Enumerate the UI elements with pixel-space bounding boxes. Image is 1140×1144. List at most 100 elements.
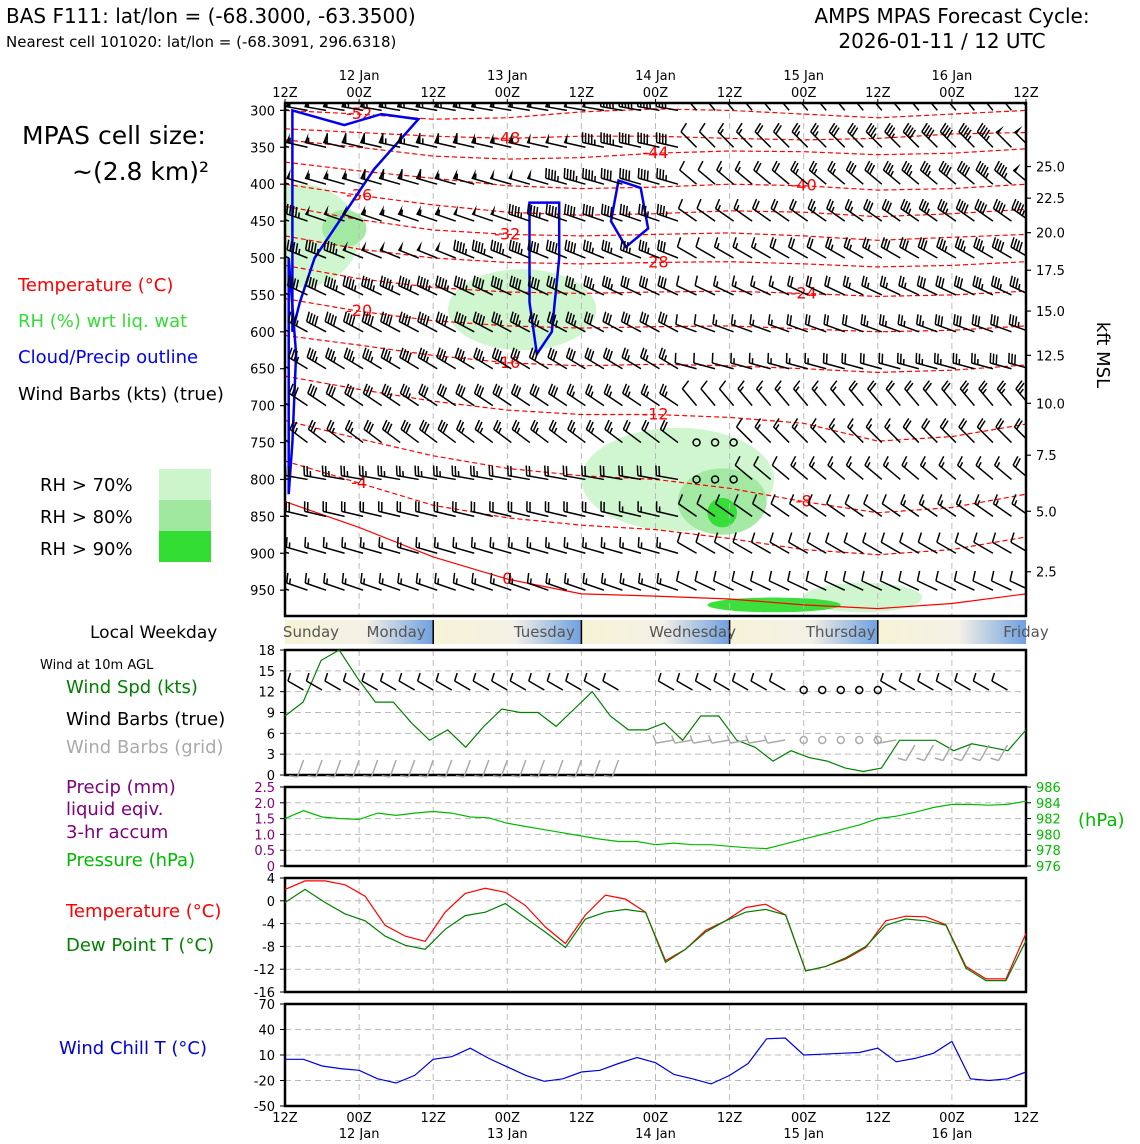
barb-full bbox=[995, 316, 999, 327]
upper-wind-barb bbox=[360, 169, 382, 185]
barb-staff bbox=[342, 284, 364, 296]
weekday-name: Wednesday bbox=[649, 623, 736, 641]
barb-half bbox=[344, 578, 347, 585]
barb-staff bbox=[732, 246, 753, 259]
barb-full bbox=[960, 240, 965, 251]
barb-staff bbox=[452, 474, 475, 481]
barb-full bbox=[287, 672, 292, 682]
temp-contour-label: 0 bbox=[502, 569, 512, 588]
barb-staff bbox=[563, 510, 586, 518]
barb-staff bbox=[791, 426, 809, 444]
upper-wind-barb bbox=[584, 383, 605, 407]
barb-full bbox=[381, 419, 388, 430]
upper-wind-barb bbox=[915, 352, 938, 370]
barb-staff bbox=[305, 582, 327, 591]
barb-half bbox=[427, 285, 431, 292]
barb-full bbox=[457, 385, 464, 396]
barb-full bbox=[808, 455, 815, 466]
barb-full bbox=[658, 103, 661, 108]
barb-full bbox=[291, 205, 295, 217]
calm-circle bbox=[836, 735, 845, 745]
barb-staff bbox=[286, 582, 308, 591]
barb-full bbox=[497, 387, 503, 398]
barb-staff bbox=[960, 744, 972, 761]
barb-half bbox=[995, 500, 999, 506]
upper-wind-barb bbox=[471, 572, 494, 591]
upper-wind-barb bbox=[622, 383, 642, 407]
upper-wind-barb bbox=[470, 103, 493, 112]
barb-full bbox=[602, 347, 608, 358]
barb-full bbox=[826, 198, 832, 209]
barb-full bbox=[493, 276, 498, 288]
barb-full bbox=[603, 132, 605, 144]
barb-full bbox=[438, 312, 443, 324]
barb-full bbox=[329, 314, 335, 325]
barb-full bbox=[287, 347, 293, 358]
grid-wind-barb bbox=[326, 759, 342, 778]
barb-full bbox=[956, 276, 961, 288]
barb-full bbox=[663, 314, 668, 325]
barb-full bbox=[479, 387, 485, 398]
upper-wind-barb bbox=[904, 103, 920, 111]
upper-wind-barb bbox=[897, 314, 920, 333]
upper-wind-barb bbox=[847, 418, 864, 444]
barb-full bbox=[381, 103, 384, 108]
barb-staff bbox=[753, 169, 772, 185]
barb-full bbox=[475, 312, 480, 324]
barb-half bbox=[536, 320, 540, 327]
barb-full bbox=[382, 312, 387, 324]
barb-full bbox=[289, 240, 293, 252]
barb-staff bbox=[878, 362, 901, 370]
barb-full bbox=[640, 132, 642, 144]
barb-staff bbox=[807, 207, 827, 222]
barb-staff bbox=[830, 103, 846, 111]
barb-full bbox=[711, 352, 714, 364]
barb-staff bbox=[455, 356, 475, 370]
barb-staff bbox=[398, 680, 416, 691]
barb-full bbox=[880, 672, 884, 682]
upper-wind-barb bbox=[770, 198, 790, 222]
barb-full bbox=[768, 570, 773, 582]
barb-pennant bbox=[286, 133, 290, 144]
barb-full bbox=[360, 275, 365, 286]
upper-wind-barb bbox=[285, 537, 308, 554]
barb-full bbox=[435, 311, 440, 322]
barb-half bbox=[866, 320, 869, 327]
upper-wind-barb bbox=[508, 572, 531, 591]
barb-full bbox=[344, 133, 347, 144]
upper-wind-barb bbox=[490, 239, 512, 259]
barb-full bbox=[864, 455, 871, 466]
barb-full bbox=[621, 466, 624, 477]
barb-half bbox=[812, 424, 817, 430]
barb-full bbox=[810, 418, 817, 428]
barb-staff bbox=[285, 474, 308, 481]
barb-full bbox=[528, 672, 532, 682]
upper-wind-barb bbox=[289, 419, 308, 444]
barb-full bbox=[921, 418, 928, 428]
barb-half bbox=[518, 320, 521, 327]
barb-full bbox=[827, 238, 833, 249]
kft-tick-label: 15.0 bbox=[1036, 305, 1065, 320]
barb-full bbox=[600, 167, 603, 179]
barb-full bbox=[495, 421, 502, 432]
barb-full bbox=[788, 198, 795, 209]
barb-full bbox=[643, 169, 646, 180]
barb-half bbox=[811, 461, 816, 468]
barb-staff bbox=[463, 759, 471, 778]
barb-half bbox=[658, 506, 661, 513]
temp-contour-label: -36 bbox=[346, 185, 372, 204]
barb-staff bbox=[751, 541, 772, 554]
barb-half bbox=[944, 208, 949, 215]
barb-full bbox=[270, 420, 278, 429]
barb-half bbox=[665, 211, 668, 218]
barb-full bbox=[398, 672, 403, 682]
barb-full bbox=[662, 241, 666, 253]
barb-full bbox=[618, 103, 621, 107]
barb-staff bbox=[453, 213, 475, 222]
barb-full bbox=[514, 241, 518, 253]
upper-wind-barb bbox=[941, 103, 957, 111]
barb-full bbox=[276, 280, 282, 290]
barb-full bbox=[807, 315, 811, 326]
barb-full bbox=[383, 349, 388, 360]
barb-half bbox=[474, 173, 477, 180]
